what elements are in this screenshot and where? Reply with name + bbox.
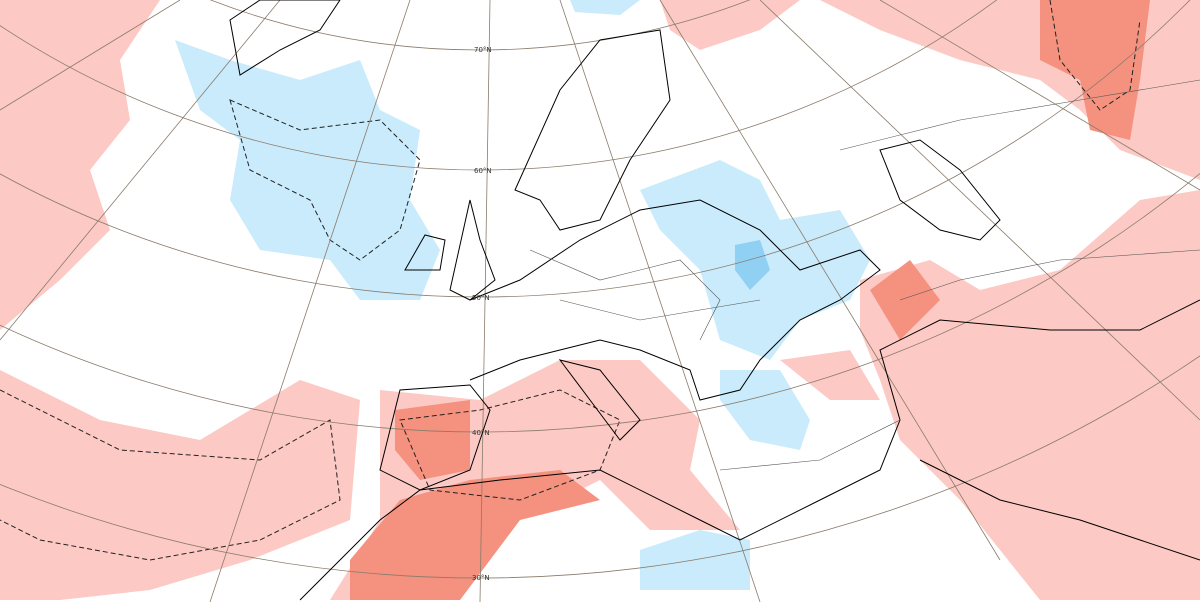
meridian [659,0,1001,561]
meridian [759,0,1200,421]
latitude-label: 40°N [472,429,490,437]
meridian [879,0,1200,191]
latitude-line [0,0,1191,298]
dashed-contours [0,0,1141,561]
meridian [0,0,181,111]
latitude-label: 30°N [472,574,490,582]
latitude-line [0,172,1200,433]
graticule-labels: 70°N 60°N 50°N 40°N 30°N [472,46,492,582]
meridian [479,0,491,602]
meridian [209,0,411,602]
latitude-label: 60°N [474,167,492,175]
latitude-line [209,0,751,51]
latitude-label: 50°N [472,294,490,302]
coastlines [229,0,1200,601]
borders [529,79,1200,471]
meridian [559,0,761,602]
latitude-label: 70°N [474,46,492,54]
meridian [0,0,281,341]
latitude-line [0,0,997,171]
